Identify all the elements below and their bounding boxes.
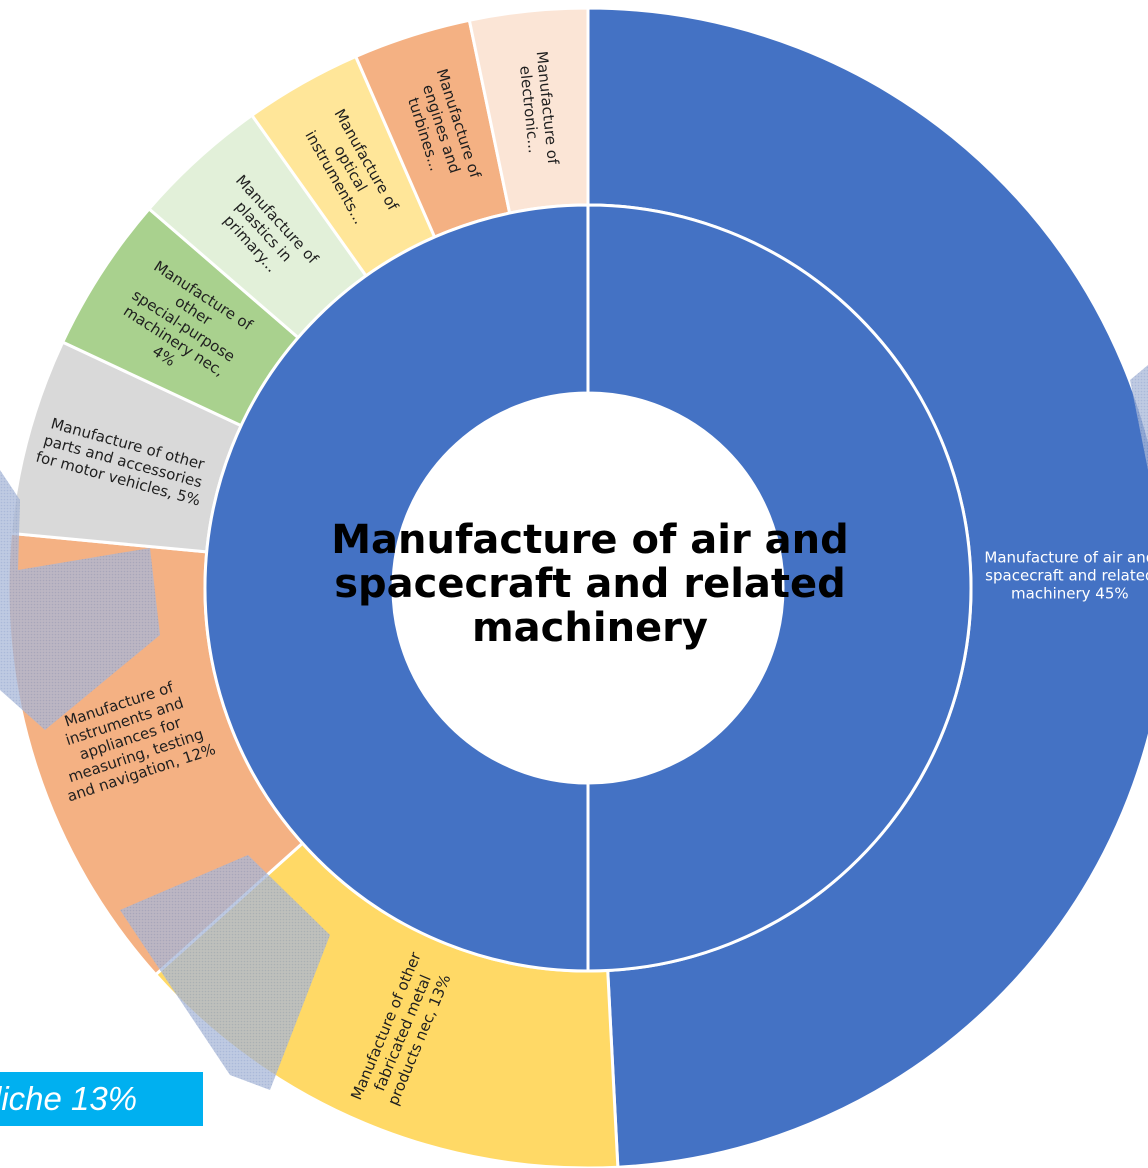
overlay-shape-left bbox=[0, 470, 160, 730]
overlay-shapes bbox=[0, 365, 1148, 1090]
outer-label-2: Manufacture ofinstruments andappliances … bbox=[42, 672, 217, 806]
overlay-shape-right bbox=[1130, 365, 1148, 470]
outer-label-0: Manufacture of air and spacecraft and rel… bbox=[984, 549, 1148, 603]
center-hole bbox=[393, 393, 783, 783]
center-title: Manufacture of air and spacecraft and re… bbox=[331, 517, 849, 651]
callout-box: liche 13% bbox=[0, 1072, 203, 1126]
overlay-shape-bottom bbox=[120, 855, 330, 1090]
callout-text: liche 13% bbox=[0, 1080, 138, 1117]
